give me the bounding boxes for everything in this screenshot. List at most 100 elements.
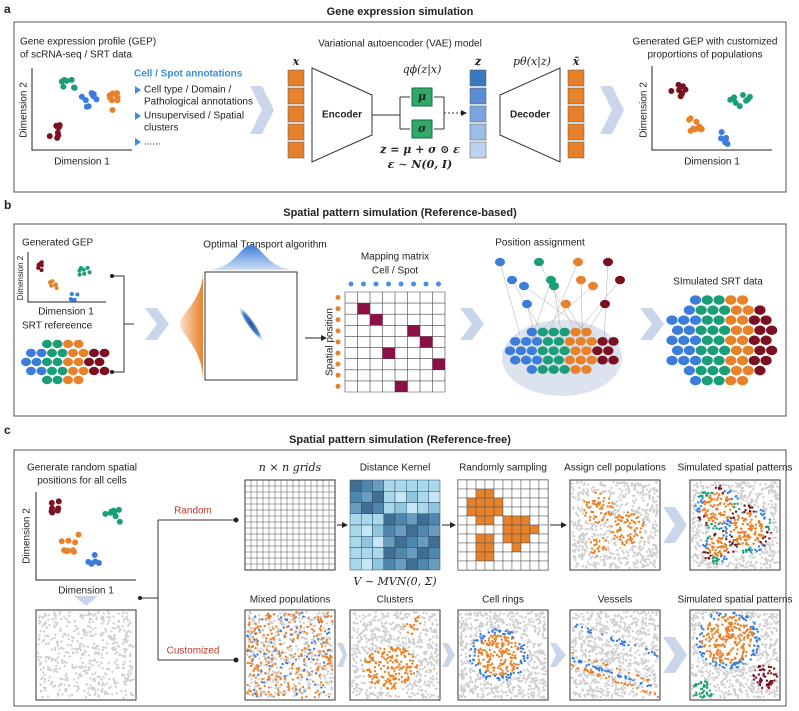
dot [460,684,464,687]
dot [405,691,409,695]
dot [406,622,409,626]
dot [707,526,711,529]
dot [753,527,757,530]
dot [299,627,302,630]
dot [630,484,634,487]
step-label: Simulated spatial patterns [677,595,792,606]
dot [461,688,465,692]
dot [71,647,74,650]
panel-label: b [4,198,11,212]
sample-cell [538,551,549,562]
dot [528,611,532,615]
dot [403,616,407,619]
dot [66,643,70,647]
dot [67,614,71,618]
dot [265,646,269,649]
dot [316,658,319,661]
dot [574,558,577,562]
dot [418,614,421,617]
kernel-cell [417,479,429,492]
dot [397,623,401,627]
spot [548,346,559,356]
dot [371,618,374,622]
dot [506,669,509,673]
dot [74,672,78,675]
dot [398,663,401,666]
dot [525,623,528,626]
dot [754,523,758,527]
dot [726,491,729,495]
dot [256,649,260,652]
dot [769,543,773,546]
dot [733,502,736,506]
dot [711,559,715,563]
dot [109,635,112,639]
dot [476,611,480,615]
dot [498,630,501,633]
equation: ε ∼ N(0, I) [388,158,453,171]
dot [379,667,383,671]
dot [729,530,733,533]
dot [366,651,370,654]
dot [397,630,400,633]
matrix-cell [382,347,395,359]
spot [495,257,505,267]
dot [756,505,760,509]
dot [276,652,279,656]
dot [538,621,542,624]
dot [94,691,97,694]
dot [277,670,281,673]
dot [431,656,434,660]
dot [129,630,132,634]
dot [706,566,710,569]
dot [623,521,626,524]
step-label: Simulated spatial patterns [677,463,792,474]
dot [105,651,109,655]
sample-cell [466,524,477,535]
dot [509,682,512,686]
dot [620,561,623,565]
dot [305,632,309,635]
vector-cell [469,123,487,141]
sample-cell [457,488,468,499]
axis-label: Spatial position [325,308,336,376]
dot [303,615,307,619]
dot [305,664,308,668]
dot [592,564,596,567]
dot [282,693,285,697]
sample-cell [502,551,513,562]
dot [727,551,730,554]
dot [89,630,92,633]
spot [683,325,695,335]
dot [254,685,257,688]
dot [715,498,719,502]
dot [290,657,293,660]
dot [487,637,491,640]
dot [700,552,703,556]
dot [421,688,424,691]
dot [320,686,323,689]
dot [380,693,383,696]
dot [616,553,619,556]
dot [418,668,422,671]
dot [114,627,117,630]
dot [588,515,592,519]
dot [253,680,256,683]
dot [128,621,132,624]
dot [655,524,658,527]
dot [50,648,54,651]
encoder [311,67,373,163]
dot [572,495,575,499]
panel-title: Spatial pattern simulation (Reference-fr… [289,434,511,446]
dot [295,624,299,628]
dot [460,632,463,635]
dot [510,641,513,645]
sample-cell [529,551,540,562]
dot [390,623,393,626]
dot [729,489,732,493]
sample-cell [466,497,477,508]
dot [625,482,629,485]
dot [295,667,299,670]
dot [280,620,284,624]
dot [429,661,433,664]
